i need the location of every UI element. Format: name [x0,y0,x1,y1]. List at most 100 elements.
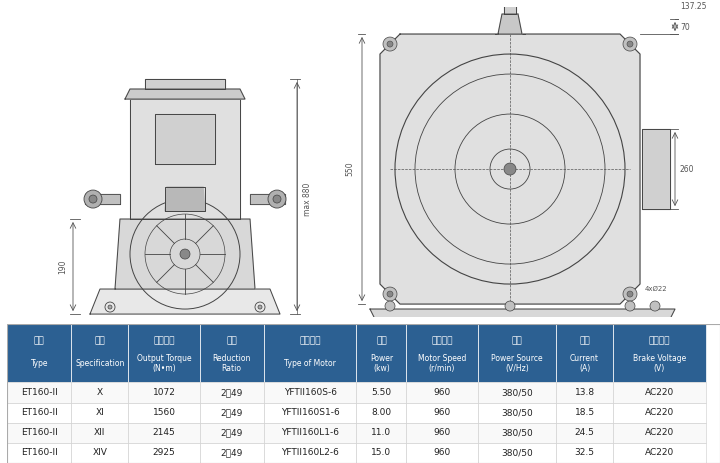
Bar [128,324,199,382]
Text: Output Torque
(N•m): Output Torque (N•m) [137,354,192,374]
Text: 190: 190 [58,260,67,274]
Circle shape [627,41,633,47]
Bar [613,402,706,423]
Polygon shape [155,114,215,164]
Text: 电源: 电源 [511,336,522,345]
Bar [556,382,613,402]
Text: 15.0: 15.0 [372,449,392,457]
Circle shape [387,41,393,47]
Polygon shape [130,99,240,219]
Bar [356,443,406,463]
Text: 137.25: 137.25 [680,1,706,11]
Bar [264,443,356,463]
Text: 960: 960 [433,388,451,397]
Text: ET160-II: ET160-II [21,428,58,437]
Text: 380/50: 380/50 [501,408,533,417]
Bar [264,402,356,423]
Circle shape [383,287,397,301]
Bar [477,402,556,423]
Text: 380/50: 380/50 [501,428,533,437]
Circle shape [258,305,262,309]
Bar [477,382,556,402]
Text: 505: 505 [178,334,192,343]
Bar [71,324,128,382]
Text: Reduction
Ratio: Reduction Ratio [212,354,251,374]
Bar [199,423,264,443]
Circle shape [84,190,102,208]
Bar [356,402,406,423]
Polygon shape [115,219,255,289]
Bar [356,324,406,382]
Circle shape [108,305,112,309]
Bar [556,443,613,463]
Circle shape [273,195,281,203]
Text: AC220: AC220 [645,428,674,437]
Circle shape [627,291,633,297]
Bar [264,324,356,382]
Polygon shape [85,194,120,204]
Text: Current
(A): Current (A) [570,354,599,374]
Text: 11.0: 11.0 [372,428,392,437]
Bar [71,402,128,423]
Text: Type: Type [30,359,48,368]
Text: Motor Speed
(r/min): Motor Speed (r/min) [418,354,466,374]
Bar [264,382,356,402]
Text: XII: XII [94,428,106,437]
Text: 电机型号: 电机型号 [300,336,321,345]
Bar [613,324,706,382]
Bar [128,443,199,463]
Circle shape [650,301,660,311]
Text: 2925: 2925 [153,449,176,457]
Text: AC220: AC220 [645,408,674,417]
Circle shape [387,291,393,297]
Bar [406,402,477,423]
Text: 380/50: 380/50 [501,388,533,397]
Text: 960: 960 [433,408,451,417]
Text: 24.5: 24.5 [575,428,595,437]
Text: Specification: Specification [75,359,125,368]
Text: 速比: 速比 [226,336,237,345]
Text: XIV: XIV [92,449,107,457]
Circle shape [385,301,395,311]
Bar [356,423,406,443]
Text: ET160-II: ET160-II [21,449,58,457]
Polygon shape [125,89,245,99]
Polygon shape [165,187,205,211]
Bar [556,324,613,382]
Circle shape [505,301,515,311]
Text: 1072: 1072 [153,388,176,397]
Bar [7,402,71,423]
Circle shape [504,163,516,175]
Bar [128,423,199,443]
Text: 5.50: 5.50 [372,388,392,397]
Text: 2：49: 2：49 [220,408,243,417]
Text: 960: 960 [433,428,451,437]
Bar [199,324,264,382]
Bar [128,382,199,402]
Bar [199,443,264,463]
Bar [71,443,128,463]
Bar [613,423,706,443]
Bar [71,423,128,443]
Text: 13.8: 13.8 [575,388,595,397]
Bar [356,382,406,402]
Circle shape [89,195,97,203]
Bar [406,382,477,402]
Bar [7,324,71,382]
Text: Power Source
(V/Hz): Power Source (V/Hz) [491,354,543,374]
Bar [556,402,613,423]
Bar [556,423,613,443]
Bar [477,423,556,443]
Polygon shape [642,129,670,209]
Text: YFTII160S1-6: YFTII160S1-6 [281,408,340,417]
Bar [613,382,706,402]
Text: 70: 70 [680,23,690,31]
Text: 型号: 型号 [34,336,45,345]
Bar [477,324,556,382]
Text: 规格: 规格 [94,336,105,345]
Text: 2145: 2145 [153,428,176,437]
Bar [199,402,264,423]
Text: 电机转速: 电机转速 [431,336,453,345]
Polygon shape [90,289,280,314]
Circle shape [623,287,637,301]
